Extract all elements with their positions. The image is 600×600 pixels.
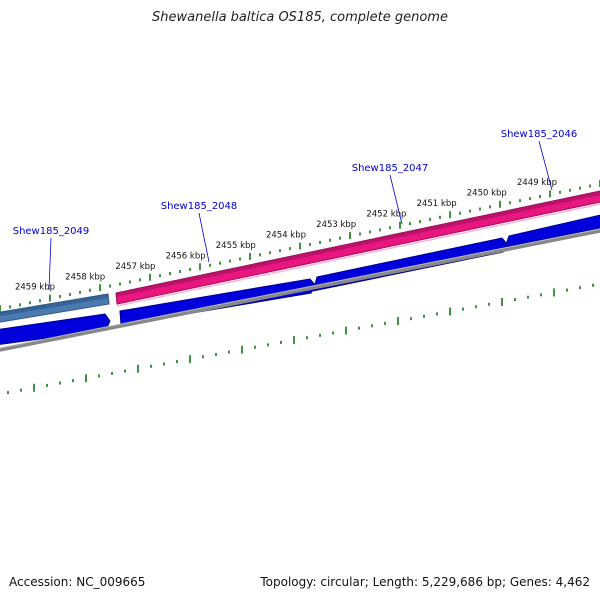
kbp-label-layer: 2459 kbp 2458 kbp 2457 kbp 2456 kbp 2455 kbp… — [15, 178, 557, 293]
kbp-tick-label: 2456 kbp — [166, 251, 206, 261]
kbp-tick-label: 2449 kbp — [517, 178, 557, 188]
gene-label[interactable]: Shew185_2046 — [501, 129, 578, 140]
gene-label-leader-line — [198, 212, 210, 263]
inner-tick-track — [7, 283, 594, 395]
accession-text: Accession: NC_009665 — [9, 575, 146, 589]
gene-label[interactable]: Shew185_2047 — [352, 163, 429, 174]
reverse-cds-feature-2049[interactable] — [0, 313, 111, 345]
gene-label-leader-line — [48, 237, 52, 291]
genome-summary-text: Topology: circular; Length: 5,229,686 bp… — [260, 575, 590, 589]
kbp-tick-label: 2458 kbp — [65, 272, 105, 282]
gene-label[interactable]: Shew185_2048 — [161, 201, 238, 212]
outer-tick-track — [0, 180, 600, 312]
forward-cds-shading-2049 — [0, 294, 108, 317]
reverse-cds-feature-2046[interactable] — [504, 214, 600, 248]
gene-label[interactable]: Shew185_2049 — [13, 226, 90, 237]
kbp-tick-label: 2451 kbp — [417, 199, 457, 209]
kbp-tick-label: 2452 kbp — [366, 210, 406, 220]
kbp-tick-label: 2457 kbp — [115, 262, 155, 272]
forward-cds-shading — [116, 191, 600, 297]
map-title: Shewanella baltica OS185, complete genom… — [152, 10, 448, 25]
genome-backbone-edge — [0, 228, 600, 349]
gene-label-leader-line — [389, 174, 403, 225]
gene-label-layer: Shew185_2049 Shew185_2048 Shew185_2047 Shew… — [13, 129, 578, 291]
forward-strand-track — [0, 190, 600, 323]
kbp-tick-label: 2455 kbp — [216, 241, 256, 251]
kbp-tick-label: 2459 kbp — [15, 283, 55, 293]
kbp-tick-label: 2453 kbp — [316, 220, 356, 230]
gene-label-leader-line — [538, 140, 553, 191]
kbp-tick-label: 2450 kbp — [467, 189, 507, 199]
kbp-tick-label: 2454 kbp — [266, 230, 306, 240]
genome-backbone — [0, 229, 600, 352]
forward-cds-highlight — [116, 203, 600, 307]
